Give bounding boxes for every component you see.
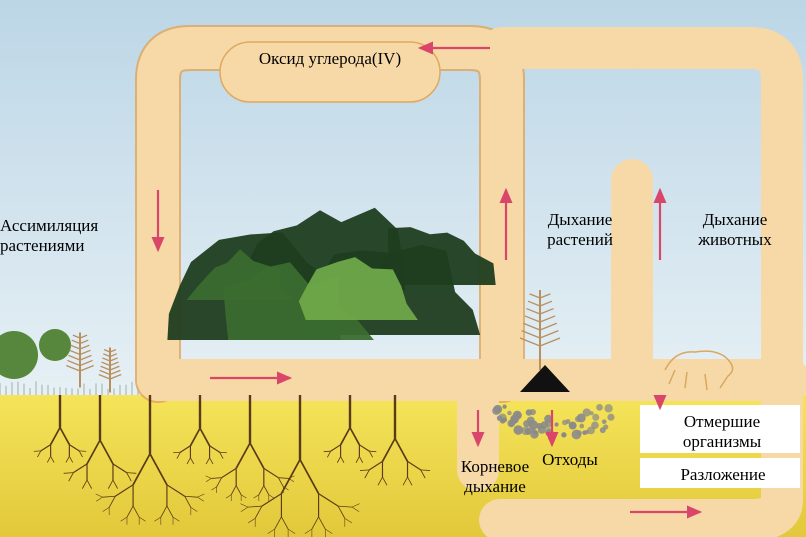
small-tree	[0, 331, 38, 379]
animal-figure	[665, 351, 733, 390]
small-tree	[39, 329, 71, 361]
label-decomposition: Разложение	[648, 465, 798, 485]
label-animal_breath: Дыхание животных	[665, 210, 805, 249]
bare-tree	[99, 348, 122, 393]
waste-pile	[492, 404, 614, 442]
hut	[520, 365, 570, 392]
carbon-cycle-diagram: Оксид углерода(IV) Ассимиляция растениями…	[0, 0, 806, 537]
co2-box-label: Оксид углерода(IV)	[220, 49, 440, 69]
bare-tree	[66, 333, 94, 388]
tree-cluster	[155, 208, 496, 340]
label-assimilation: Ассимиляция растениями	[0, 216, 138, 255]
roots	[34, 395, 430, 537]
label-dead_orgs: Отмершие организмы	[652, 412, 792, 451]
diagram-svg	[0, 0, 806, 537]
label-waste: Отходы	[530, 450, 610, 470]
bare-tree	[520, 290, 560, 370]
label-plant_breath: Дыхание растений	[520, 210, 640, 249]
